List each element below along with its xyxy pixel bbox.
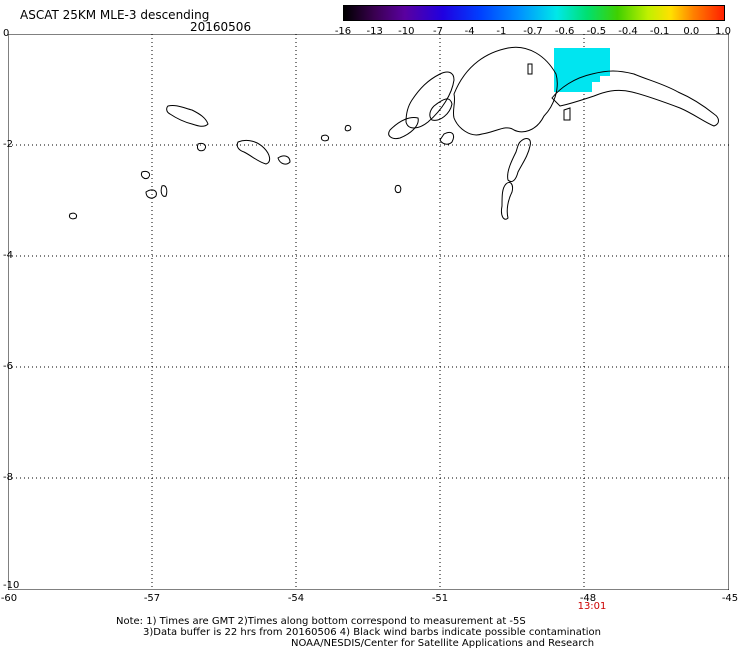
color-scale-tick-12: 1.0 [715,26,731,37]
color-scale-tick-4: -4 [464,26,475,37]
color-scale-tick-2: -10 [398,26,415,37]
coastline [69,46,719,220]
lon-label-4: -48 [579,593,597,604]
map-frame [8,34,729,590]
color-scale-tick-8: -0.5 [586,26,607,37]
note-line-1: Note: 1) Times are GMT 2)Times along bot… [116,616,526,627]
color-scale-tick-11: 0.0 [683,26,700,37]
note-line-3: NOAA/NESDIS/Center for Satellite Applica… [291,638,595,649]
lon-label-2: -54 [287,593,305,604]
color-scale-tick-9: -0.4 [618,26,638,37]
wind-data-patch [554,48,610,92]
lat-label-4: -8 [3,472,13,483]
time-label: 13:01 [577,601,607,612]
lat-label-0: 0 [3,28,10,39]
lat-label-2: -4 [3,250,13,261]
lat-label-3: -6 [3,361,13,372]
color-scale-tick-10: -0.1 [649,26,670,37]
map-date: 20160506 [190,20,252,34]
color-scale-tick-0: -16 [334,26,352,37]
lon-label-0: -60 [0,593,18,604]
map-grid [8,34,729,590]
color-scale-ticks: -16 -13 -10 -7 -4 -1 -0.7 -0.6 -0.5 -0.4 -0.1 0.0 1.… [335,26,731,38]
lat-label-1: -2 [3,139,13,150]
lon-label-3: -51 [431,593,449,604]
lat-label-5: -10 [3,580,20,591]
lon-label-1: -57 [143,593,161,604]
color-scale-tick-7: -0.6 [554,26,575,37]
map-plot [8,34,729,590]
color-scale-tick-3: -7 [433,26,443,37]
color-scale-bar [343,5,725,21]
note-line-2: 3)Data buffer is 22 hrs from 20160506 4)… [143,627,601,638]
color-scale-tick-1: -13 [366,26,383,37]
color-scale-tick-5: -1 [496,26,507,37]
lon-label-5: -45 [721,593,739,604]
color-scale-tick-6: -0.7 [523,26,543,37]
map-title: ASCAT 25KM MLE-3 descending [20,8,210,22]
